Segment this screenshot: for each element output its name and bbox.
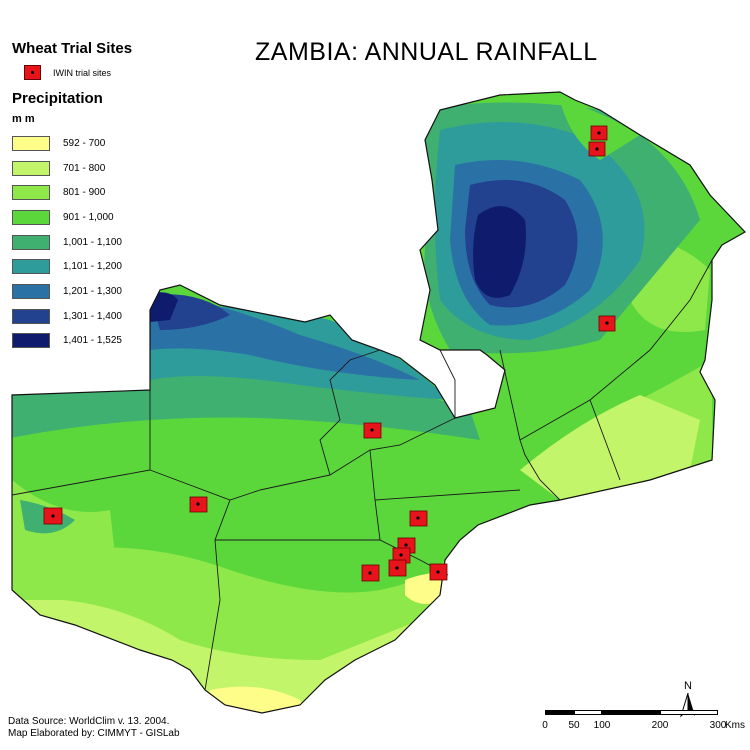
- trial-site-marker[interactable]: [392, 547, 411, 564]
- trial-site-marker[interactable]: [409, 510, 428, 527]
- legend-swatch: [12, 308, 50, 324]
- legend-swatch: [12, 160, 50, 176]
- legend-swatch: [12, 135, 50, 151]
- trial-site-symbol-icon: [24, 65, 41, 80]
- legend-swatch: [12, 209, 50, 225]
- map-title: ZAMBIA: ANNUAL RAINFALL: [255, 38, 598, 66]
- scale-tick-label: 200: [651, 720, 669, 731]
- legend: Wheat Trial Sites IWIN trial sites Preci…: [12, 40, 212, 353]
- legend-class-label: 1,201 - 1,300: [63, 285, 122, 297]
- legend-swatch: [12, 185, 50, 201]
- trial-site-marker[interactable]: [588, 141, 606, 157]
- scale-tick-label: 0: [542, 720, 548, 731]
- legend-class: 701 - 800: [12, 156, 212, 181]
- trial-site-marker[interactable]: [598, 315, 616, 332]
- legend-class: 1,401 - 1,525: [12, 329, 212, 354]
- legend-swatch: [12, 283, 50, 299]
- scale-segment: [545, 710, 574, 715]
- legend-class: 801 - 900: [12, 180, 212, 205]
- credits: Data Source: WorldClim v. 13. 2004. Map …: [8, 716, 180, 740]
- legend-class-label: 1,101 - 1,200: [63, 261, 122, 273]
- legend-class: 592 - 700: [12, 131, 212, 156]
- scale-tick-label: 50: [568, 720, 580, 731]
- legend-class: 1,001 - 1,100: [12, 230, 212, 255]
- precipitation-scale: 592 - 700 701 - 800 801 - 900 901 - 1,00…: [12, 131, 212, 353]
- units-label: m m: [12, 113, 35, 125]
- legend-swatch: [12, 259, 50, 275]
- legend-class-label: 1,401 - 1,525: [63, 335, 122, 347]
- legend-class: 1,301 - 1,400: [12, 304, 212, 329]
- precipitation-heading: Precipitation: [12, 90, 103, 107]
- legend-swatch: [12, 333, 50, 349]
- scale-tick-label: 300: [709, 720, 727, 731]
- legend-class: 1,101 - 1,200: [12, 254, 212, 279]
- legend-class-label: 901 - 1,000: [63, 211, 114, 223]
- legend-class-label: 592 - 700: [63, 137, 106, 149]
- author-credit: Map Elaborated by: CIMMYT - GISLab: [8, 728, 180, 739]
- sites-label: IWIN trial sites: [53, 67, 112, 78]
- trial-site-marker[interactable]: [590, 125, 608, 141]
- legend-class-label: 1,301 - 1,400: [63, 310, 122, 322]
- trial-site-marker[interactable]: [429, 563, 448, 581]
- trial-site-marker[interactable]: [361, 564, 380, 582]
- legend-class-label: 1,001 - 1,100: [63, 236, 122, 248]
- trial-site-marker[interactable]: [43, 507, 63, 525]
- scale-unit-label: Kms: [725, 720, 745, 731]
- legend-class: 901 - 1,000: [12, 205, 212, 230]
- trial-site-marker[interactable]: [388, 559, 407, 577]
- scale-tick-label: 100: [593, 720, 611, 731]
- legend-class-label: 701 - 800: [63, 162, 106, 174]
- trial-site-marker[interactable]: [189, 496, 208, 513]
- scale-bar-graphic: [545, 710, 720, 722]
- sites-heading: Wheat Trial Sites: [12, 40, 133, 57]
- legend-class-label: 801 - 900: [63, 187, 106, 199]
- trial-site-marker[interactable]: [363, 422, 382, 439]
- scale-segment: [574, 710, 602, 715]
- data-source-credit: Data Source: WorldClim v. 13. 2004.: [8, 716, 170, 727]
- north-label: N: [684, 680, 692, 692]
- trial-sites: [43, 125, 616, 582]
- legend-swatch: [12, 234, 50, 250]
- legend-class: 1,201 - 1,300: [12, 279, 212, 304]
- scale-segment: [660, 710, 718, 715]
- scale-segment: [602, 710, 660, 715]
- sites-legend-item: IWIN trial sites: [24, 65, 212, 80]
